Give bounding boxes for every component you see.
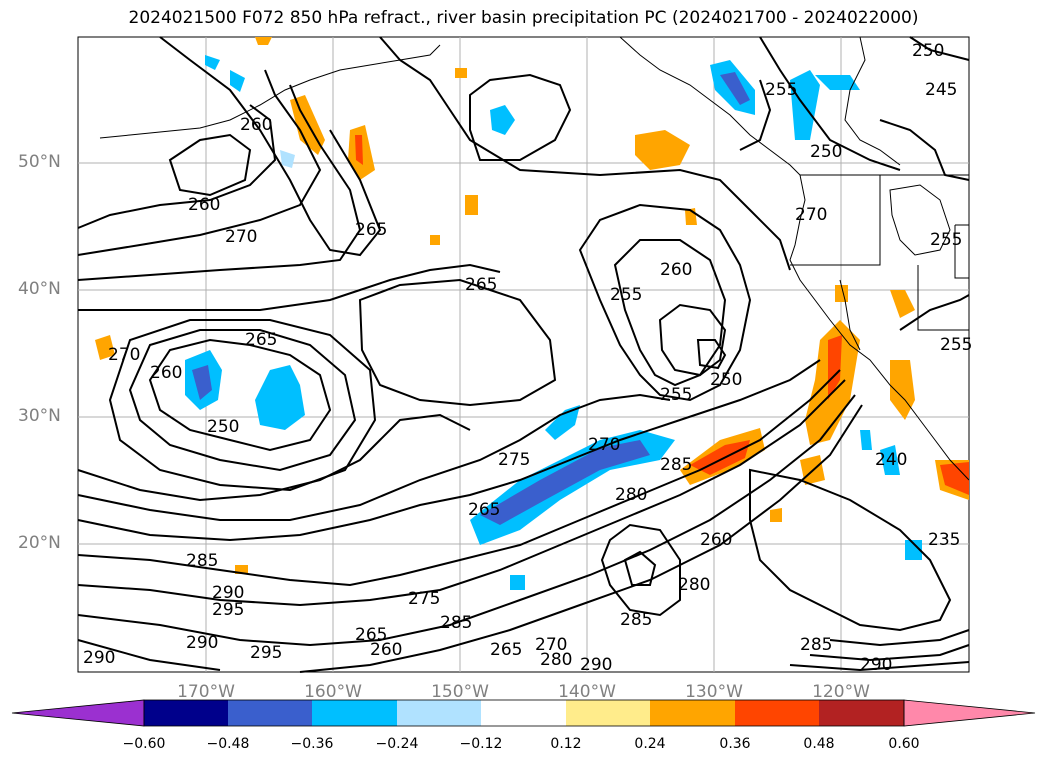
colorbar-tick: −0.12 — [459, 736, 503, 752]
contour-label: 265 — [468, 500, 500, 520]
colorbar-tick: 0.48 — [803, 736, 835, 752]
contour-label: 255 — [940, 335, 972, 355]
colorbar-bin — [312, 700, 397, 726]
lon-label-130w: 130°W — [685, 682, 743, 702]
contour-label: 265 — [355, 625, 387, 645]
contour-label: 260 — [240, 115, 272, 135]
contour-label: 235 — [928, 530, 960, 550]
colorbar-tick: −0.48 — [206, 736, 250, 752]
contour-label: 295 — [250, 643, 282, 663]
colorbar-tick: 0.60 — [888, 736, 920, 752]
contour-label: 250 — [912, 41, 944, 61]
contour-label: 265 — [465, 275, 497, 295]
lon-label-150w: 150°W — [431, 682, 489, 702]
contour-label: 285 — [800, 635, 832, 655]
colorbar-bin — [735, 700, 819, 726]
colorbar-bin — [228, 700, 312, 726]
colorbar-min-extend — [11, 699, 145, 727]
contour-label: 240 — [875, 450, 907, 470]
precip-shading — [95, 37, 969, 590]
colorbar-bin — [819, 700, 904, 726]
map-title: 2024021500 F072 850 hPa refract., river … — [128, 8, 919, 28]
contour-label: 265 — [490, 640, 522, 660]
lat-label-40n: 40°N — [18, 279, 61, 299]
colorbar-bin — [650, 700, 735, 726]
lon-label-160w: 160°W — [304, 682, 362, 702]
colorbar-tick: −0.24 — [375, 736, 419, 752]
colorbar — [11, 699, 1036, 727]
contour-label: 250 — [207, 417, 239, 437]
contour-label: 260 — [700, 530, 732, 550]
contour-label: 250 — [710, 370, 742, 390]
contour-label: 280 — [615, 485, 647, 505]
graticule — [78, 37, 969, 672]
contour-label: 295 — [212, 600, 244, 620]
contour-label: 255 — [610, 285, 642, 305]
contour-labels: 250 255 245 250 260 270 260 270 265 255 … — [83, 41, 972, 675]
contour-label: 250 — [810, 142, 842, 162]
colorbar-tick: 0.12 — [550, 736, 582, 752]
contour-label: 280 — [540, 650, 572, 670]
contour-label: 260 — [188, 195, 220, 215]
colorbar-bin — [566, 700, 650, 726]
colorbar-tick: 0.24 — [634, 736, 666, 752]
contour-label: 255 — [660, 385, 692, 405]
contour-label: 270 — [225, 227, 257, 247]
lat-label-30n: 30°N — [18, 406, 61, 426]
lon-label-170w: 170°W — [177, 682, 235, 702]
colorbar-tick: −0.60 — [122, 736, 166, 752]
contour-label: 285 — [620, 610, 652, 630]
contour-label: 270 — [535, 635, 567, 655]
contour-label: 285 — [660, 455, 692, 475]
contour-label: 285 — [186, 551, 218, 571]
contour-label: 290 — [580, 655, 612, 675]
contour-label: 290 — [83, 648, 115, 668]
colorbar-tick: 0.36 — [719, 736, 751, 752]
contour-label: 255 — [930, 230, 962, 250]
contour-label: 285 — [440, 613, 472, 633]
contour-label: 290 — [212, 583, 244, 603]
lon-label-140w: 140°W — [558, 682, 616, 702]
colorbar-max-extend — [903, 699, 1036, 727]
contour-label: 265 — [355, 220, 387, 240]
lon-label-120w: 120°W — [812, 682, 870, 702]
contour-label: 275 — [408, 589, 440, 609]
contour-label: 260 — [370, 640, 402, 660]
colorbar-bin — [481, 700, 566, 726]
contour-label: 270 — [795, 205, 827, 225]
colorbar-tick: −0.36 — [290, 736, 334, 752]
colorbar-bin — [397, 700, 481, 726]
contour-label: 280 — [678, 575, 710, 595]
contour-label: 255 — [765, 80, 797, 100]
lat-label-20n: 20°N — [18, 533, 61, 553]
contour-label: 260 — [150, 363, 182, 383]
refractivity-contours — [77, 36, 970, 673]
lat-label-50n: 50°N — [18, 152, 61, 172]
coastlines — [99, 36, 970, 481]
colorbar-bin — [144, 700, 228, 726]
contour-label: 290 — [860, 655, 892, 675]
contour-label: 290 — [186, 633, 218, 653]
contour-label: 275 — [498, 450, 530, 470]
contour-label: 270 — [108, 345, 140, 365]
contour-label: 245 — [925, 80, 957, 100]
contour-label: 265 — [245, 330, 277, 350]
contour-label: 260 — [660, 260, 692, 280]
contour-label: 270 — [588, 435, 620, 455]
